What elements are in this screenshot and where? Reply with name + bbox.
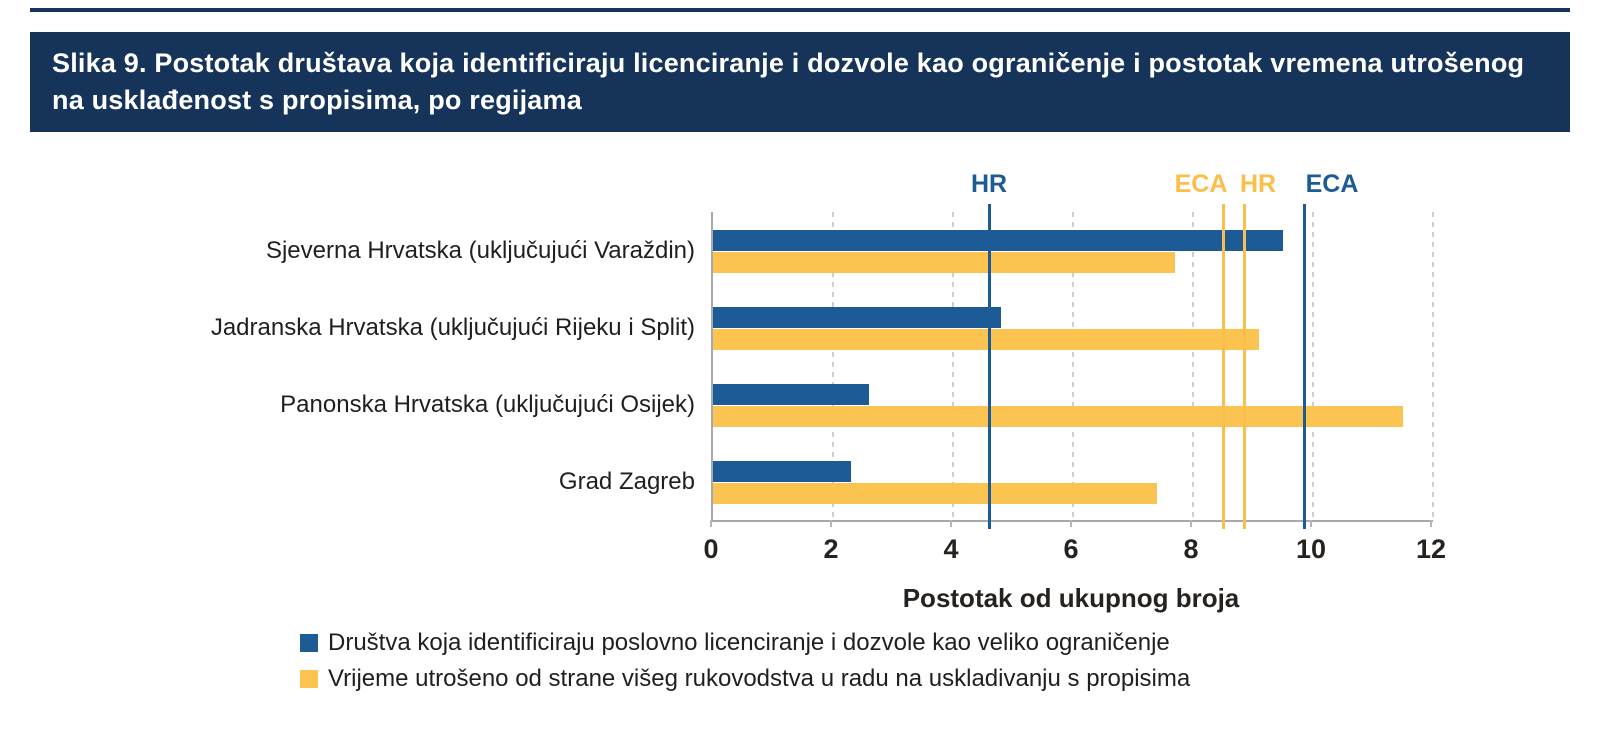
ref-line-label-hr-2: HR [1239,170,1277,198]
ref-line-label-eca-1: ECA [1174,170,1228,198]
category-label-3: Grad Zagreb [558,467,695,495]
plot-area: HR ECA HR ECA [711,170,1434,529]
figure-title-bar: Slika 9. Postotak društava koja identifi… [30,32,1570,132]
category-label-2: Panonska Hrvatska (uključujući Osijek) [280,390,695,418]
x-axis-tick-6 [1070,520,1072,527]
bar-series1-cat3 [713,483,1157,504]
bar-chart: Sjeverna Hrvatska (uključujući Varaždin)… [0,140,1600,753]
bar-series0-cat2 [713,384,869,405]
x-axis-tick-8 [1190,520,1192,527]
gridline-x-10 [1312,212,1314,520]
x-axis-tick-label-4: 4 [943,534,959,564]
bar-series1-cat1 [713,329,1259,350]
ref-line-eca-3 [1303,204,1306,529]
x-axis-tick-label-10: 10 [1295,534,1327,564]
gridline-x-4 [952,212,954,520]
bar-series0-cat1 [713,307,1001,328]
bar-series0-cat0 [713,230,1283,251]
x-axis-tick-label-0: 0 [703,534,719,564]
x-axis-tick-label-2: 2 [823,534,839,564]
x-axis: 0 2 4 6 8 10 12 [703,520,1446,574]
x-axis-tick-label-8: 8 [1183,534,1199,564]
ref-line-label-hr-0: HR [970,170,1008,198]
bar-series1-cat2 [713,406,1403,427]
x-axis-tick-0 [710,520,712,527]
legend-item-blue: Društva koja identificiraju poslovno lic… [300,629,1190,657]
category-label-0: Sjeverna Hrvatska (uključujući Varaždin) [265,236,695,264]
bar-series1-cat0 [713,252,1175,273]
legend-swatch-blue-icon [300,634,318,652]
legend-label-yellow: Vrijeme utrošeno od strane višeg rukovod… [328,665,1191,692]
ref-line-hr-2 [1243,204,1246,529]
top-divider-rule [30,8,1570,12]
ref-line-eca-1 [1222,204,1225,529]
x-axis-title: Postotak od ukupnog broja [902,583,1240,613]
chart-legend: Društva koja identificiraju poslovno lic… [300,629,1190,701]
gridline-x-8 [1192,212,1194,520]
gridline-x-6 [1072,212,1074,520]
legend-item-yellow: Vrijeme utrošeno od strane višeg rukovod… [300,665,1190,693]
gridline-x-2 [832,212,834,520]
legend-label-blue: Društva koja identificiraju poslovno lic… [328,629,1170,656]
x-axis-tick-10 [1310,520,1312,527]
figure-title: Slika 9. Postotak društava koja identifi… [52,48,1525,115]
x-axis-tick-12 [1430,520,1432,527]
x-axis-tick-label-12: 12 [1415,534,1447,564]
x-axis-tick-4 [950,520,952,527]
ref-line-label-eca-3: ECA [1305,170,1359,198]
bar-series0-cat3 [713,461,851,482]
x-axis-tick-2 [830,520,832,527]
x-axis-tick-label-6: 6 [1063,534,1079,564]
category-label-1: Jadranska Hrvatska (uključujući Rijeku i… [210,313,695,341]
y-axis-category-labels: Sjeverna Hrvatska (uključujući Varaždin)… [40,212,695,520]
legend-swatch-yellow-icon [300,670,318,688]
gridline-x-12 [1432,212,1434,520]
ref-line-hr-0 [988,204,991,529]
